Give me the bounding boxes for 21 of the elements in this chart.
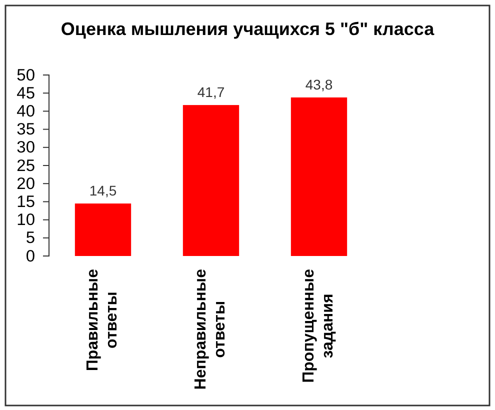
y-tick-label: 40 xyxy=(16,102,35,120)
y-tick-label: 35 xyxy=(16,120,35,139)
data-label: 14,5 xyxy=(89,182,117,199)
x-tick-label: Неправильные ответы xyxy=(192,268,228,390)
bar xyxy=(182,105,240,256)
x-tick-label: Пропущенные задания xyxy=(300,268,336,383)
y-tick-label: 0 xyxy=(26,247,35,266)
chart-title: Оценка мышления учащихся 5 "б" класса xyxy=(60,19,436,39)
y-tick-label: 20 xyxy=(16,174,35,193)
x-tick-label: Правильные ответы xyxy=(84,268,120,372)
bar xyxy=(74,204,132,256)
data-label: 43,8 xyxy=(305,76,333,92)
y-tick-label: 25 xyxy=(16,156,35,175)
y-tick-label: 15 xyxy=(16,192,35,211)
y-tick-label: 10 xyxy=(16,211,35,230)
y-tick-label: 5 xyxy=(26,229,35,248)
y-tick-label: 50 xyxy=(16,66,35,84)
y-tick-label: 45 xyxy=(16,84,35,102)
bar xyxy=(290,97,348,256)
y-tick-label: 30 xyxy=(16,138,35,157)
data-label: 41,7 xyxy=(197,84,225,100)
